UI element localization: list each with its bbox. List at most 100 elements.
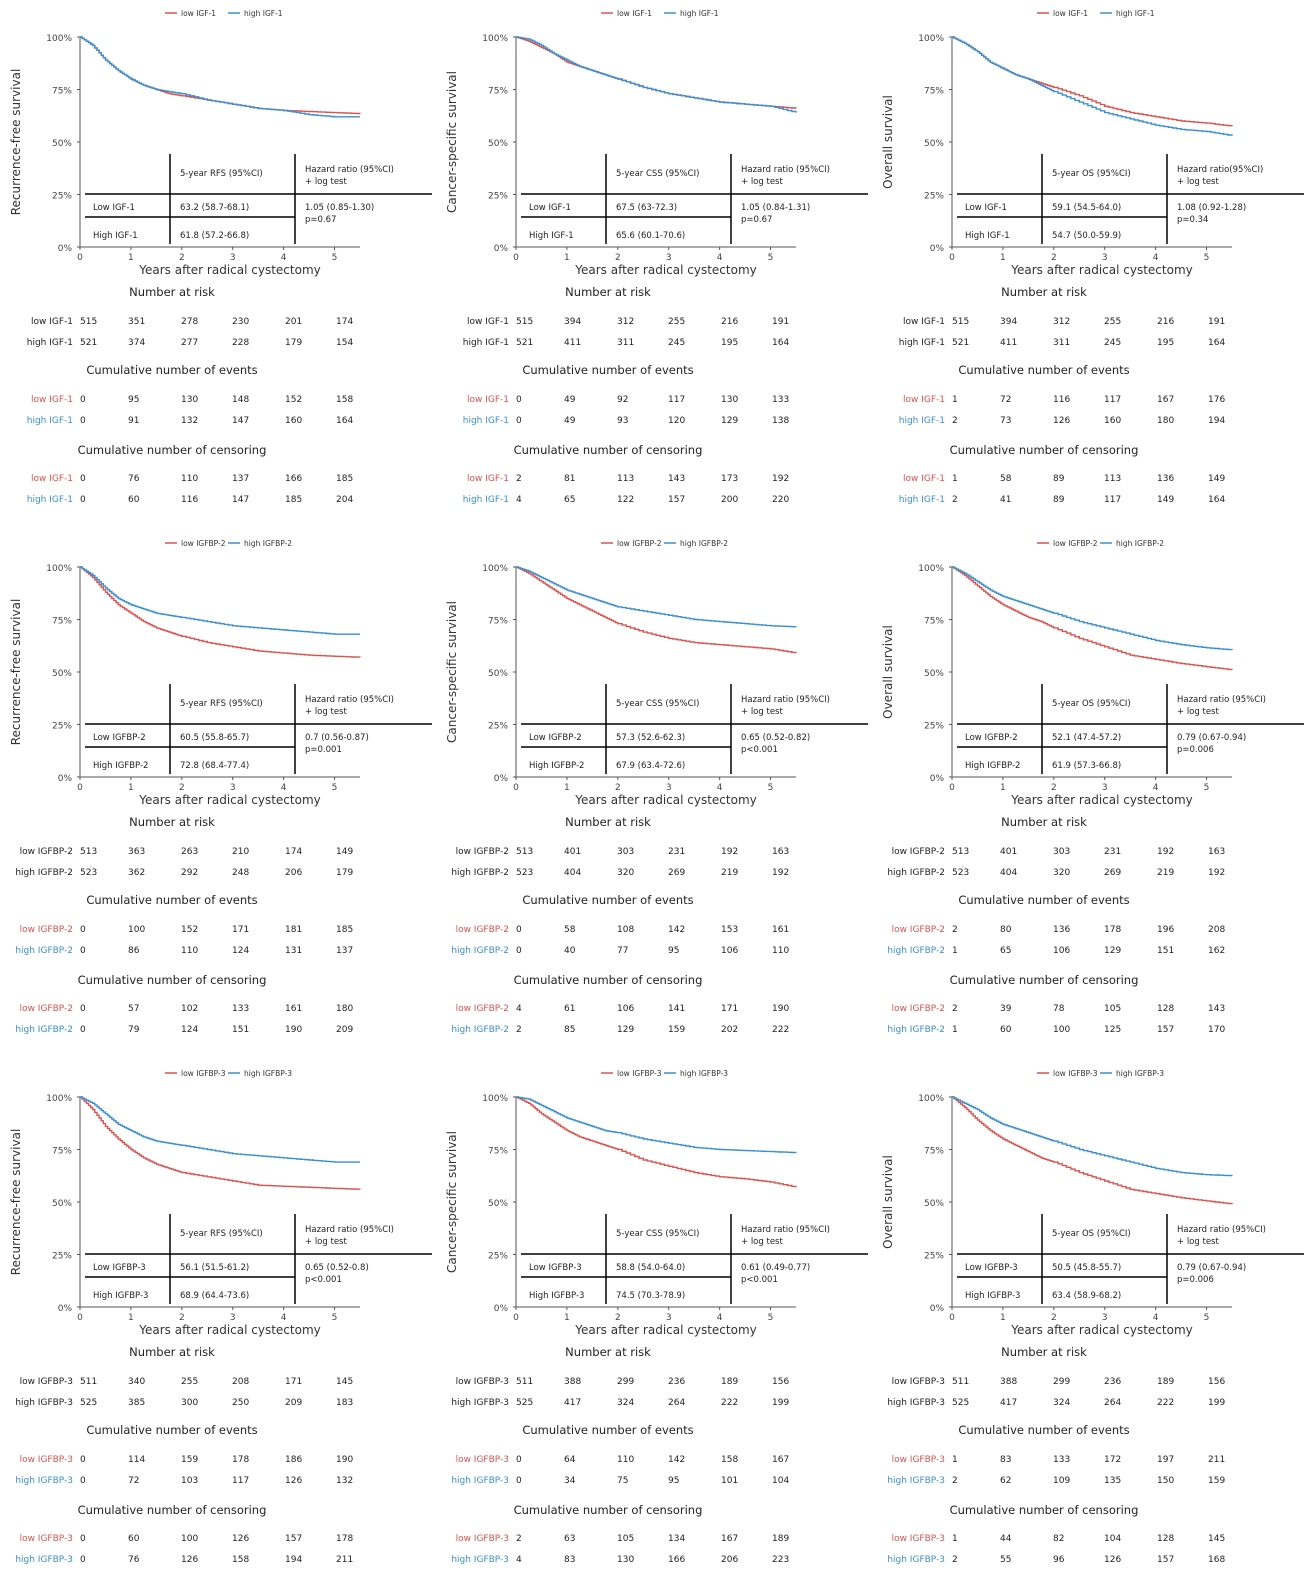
events-cell: 159: [1208, 1476, 1225, 1486]
risk-row-label-low: low IGF-1: [31, 317, 73, 327]
risk-cell: 245: [668, 338, 685, 348]
x-tick-label: 1: [564, 783, 570, 793]
risk-cell: 163: [772, 847, 789, 857]
censoring-row-label-high: high IGFBP-2: [15, 1025, 73, 1035]
y-tick-label: 50%: [924, 669, 944, 679]
risk-cell: 404: [1000, 868, 1017, 878]
censoring-cell: 0: [80, 1004, 86, 1014]
x-axis-label: Years after radical cystectomy: [138, 793, 321, 807]
events-cell: 171: [232, 925, 249, 935]
censoring-cell: 130: [617, 1555, 634, 1565]
censoring-cell: 223: [772, 1555, 789, 1565]
censoring-cell: 178: [336, 1534, 353, 1544]
km-panel-igf1-os: low IGF-1 high IGF-1 Overall survival 0% 25%…: [872, 4, 1308, 526]
x-tick-label: 4: [281, 783, 287, 793]
y-axis-label: Overall survival: [881, 625, 895, 719]
km-curve-low: [516, 36, 797, 109]
x-tick-label: 0: [77, 783, 83, 793]
risk-table: Number at risk low IGFBP-2 513 401 303 231 192…: [887, 815, 1225, 878]
risk-cell: 264: [1104, 1398, 1121, 1408]
table-p-value: p=0.67: [741, 215, 772, 225]
km-panel-igf1-css: low IGF-1 high IGF-1 Cancer-specific survi…: [436, 4, 872, 526]
table-row-value: 61.9 (57.3-66.8): [1052, 761, 1121, 771]
x-tick-label: 4: [1153, 1313, 1159, 1323]
stats-table: 5-year RFS (95%CI) Hazard ratio (95%CI) + …: [85, 684, 432, 774]
x-tick-label: 2: [615, 1313, 621, 1323]
censoring-cell: 149: [1208, 474, 1225, 484]
events-cell: 160: [1104, 416, 1121, 426]
y-tick-label: 75%: [52, 617, 72, 627]
events-title: Cumulative number of events: [522, 363, 693, 377]
censoring-table: Cumulative number of censoring low IGF-1 0…: [27, 443, 354, 505]
censoring-row-label-high: high IGFBP-2: [887, 1025, 945, 1035]
censoring-table: Cumulative number of censoring low IGFBP-…: [451, 973, 789, 1035]
risk-cell: 183: [336, 1398, 353, 1408]
y-tick-label: 100%: [918, 34, 944, 44]
censoring-title: Cumulative number of censoring: [950, 973, 1139, 987]
x-tick-label: 0: [77, 253, 83, 263]
km-chart-igfbp2-os: low IGFBP-2 high IGFBP-2 Overall survival 0…: [881, 539, 1304, 1035]
events-cell: 131: [285, 946, 302, 956]
table-row-value: 68.9 (64.4-73.6): [180, 1291, 249, 1301]
censoring-cell: 128: [1157, 1534, 1174, 1544]
risk-cell: 523: [952, 868, 969, 878]
risk-row-label-low: low IGFBP-3: [456, 1377, 509, 1387]
censoring-row-label-low: low IGFBP-3: [456, 1534, 509, 1544]
events-table: Cumulative number of events low IGF-1 1 72 1…: [899, 363, 1226, 426]
risk-cell: 192: [1208, 868, 1225, 878]
censoring-title: Cumulative number of censoring: [78, 1503, 267, 1517]
censoring-row-label-low: low IGFBP-2: [456, 1004, 509, 1014]
km-curve-high: [80, 566, 360, 635]
risk-row-label-high: high IGFBP-3: [15, 1398, 73, 1408]
legend-label-high: high IGFBP-3: [680, 1069, 728, 1078]
risk-cell: 299: [1053, 1377, 1070, 1387]
events-cell: 130: [181, 395, 198, 405]
legend-label-high: high IGFBP-2: [1116, 539, 1164, 548]
y-tick-label: 75%: [924, 1147, 944, 1157]
risk-cell: 154: [336, 338, 353, 348]
legend-label-low: low IGF-1: [181, 9, 216, 18]
y-tick-label: 100%: [918, 1094, 944, 1104]
risk-row-label-high: high IGFBP-3: [451, 1398, 509, 1408]
km-curve-high: [952, 566, 1233, 651]
events-table: Cumulative number of events low IGFBP-2 0 1…: [15, 893, 353, 956]
events-table: Cumulative number of events low IGFBP-3 0 1…: [15, 1423, 353, 1486]
risk-cell: 164: [772, 338, 789, 348]
table-p-value: p=0.34: [1177, 215, 1208, 225]
events-cell: 164: [336, 416, 353, 426]
events-cell: 0: [516, 946, 522, 956]
legend-label-low: low IGFBP-2: [181, 539, 226, 548]
censoring-cell: 141: [668, 1004, 685, 1014]
censoring-cell: 180: [336, 1004, 353, 1014]
table-row-label: Low IGFBP-3: [529, 1263, 582, 1273]
events-cell: 181: [285, 925, 302, 935]
km-chart-igfbp3-css: low IGFBP-3 high IGFBP-3 Cancer-specific s…: [445, 1069, 868, 1565]
censoring-cell: 145: [1208, 1534, 1225, 1544]
events-title: Cumulative number of events: [958, 893, 1129, 907]
table-header-hr: Hazard ratio(95%CI): [1177, 165, 1263, 175]
risk-cell: 521: [952, 338, 969, 348]
risk-cell: 311: [1053, 338, 1070, 348]
events-row-label-high: high IGFBP-3: [887, 1476, 945, 1486]
y-axis-label: Recurrence-free survival: [9, 69, 23, 216]
risk-cell: 269: [1104, 868, 1121, 878]
y-tick-label: 50%: [488, 669, 508, 679]
risk-cell: 145: [336, 1377, 353, 1387]
table-row-value: 54.7 (50.0-59.9): [1052, 231, 1121, 241]
censoring-cell: 192: [772, 474, 789, 484]
table-row-value: 61.8 (57.2-66.8): [180, 231, 249, 241]
risk-cell: 312: [1053, 317, 1070, 327]
events-cell: 137: [336, 946, 353, 956]
censoring-cell: 89: [1053, 495, 1065, 505]
events-cell: 126: [285, 1476, 302, 1486]
censoring-cell: 157: [285, 1534, 302, 1544]
x-tick-label: 5: [768, 1313, 774, 1323]
table-row-value: 63.4 (58.9-68.2): [1052, 1291, 1121, 1301]
legend-label-low: low IGFBP-3: [181, 1069, 226, 1078]
events-cell: 138: [772, 416, 789, 426]
table-row-label: Low IGFBP-2: [529, 733, 582, 743]
km-curve-low: [80, 1096, 361, 1190]
table-row-value: 67.5 (63-72.3): [616, 203, 677, 213]
x-tick-label: 3: [1102, 783, 1108, 793]
x-tick-label: 3: [230, 783, 236, 793]
